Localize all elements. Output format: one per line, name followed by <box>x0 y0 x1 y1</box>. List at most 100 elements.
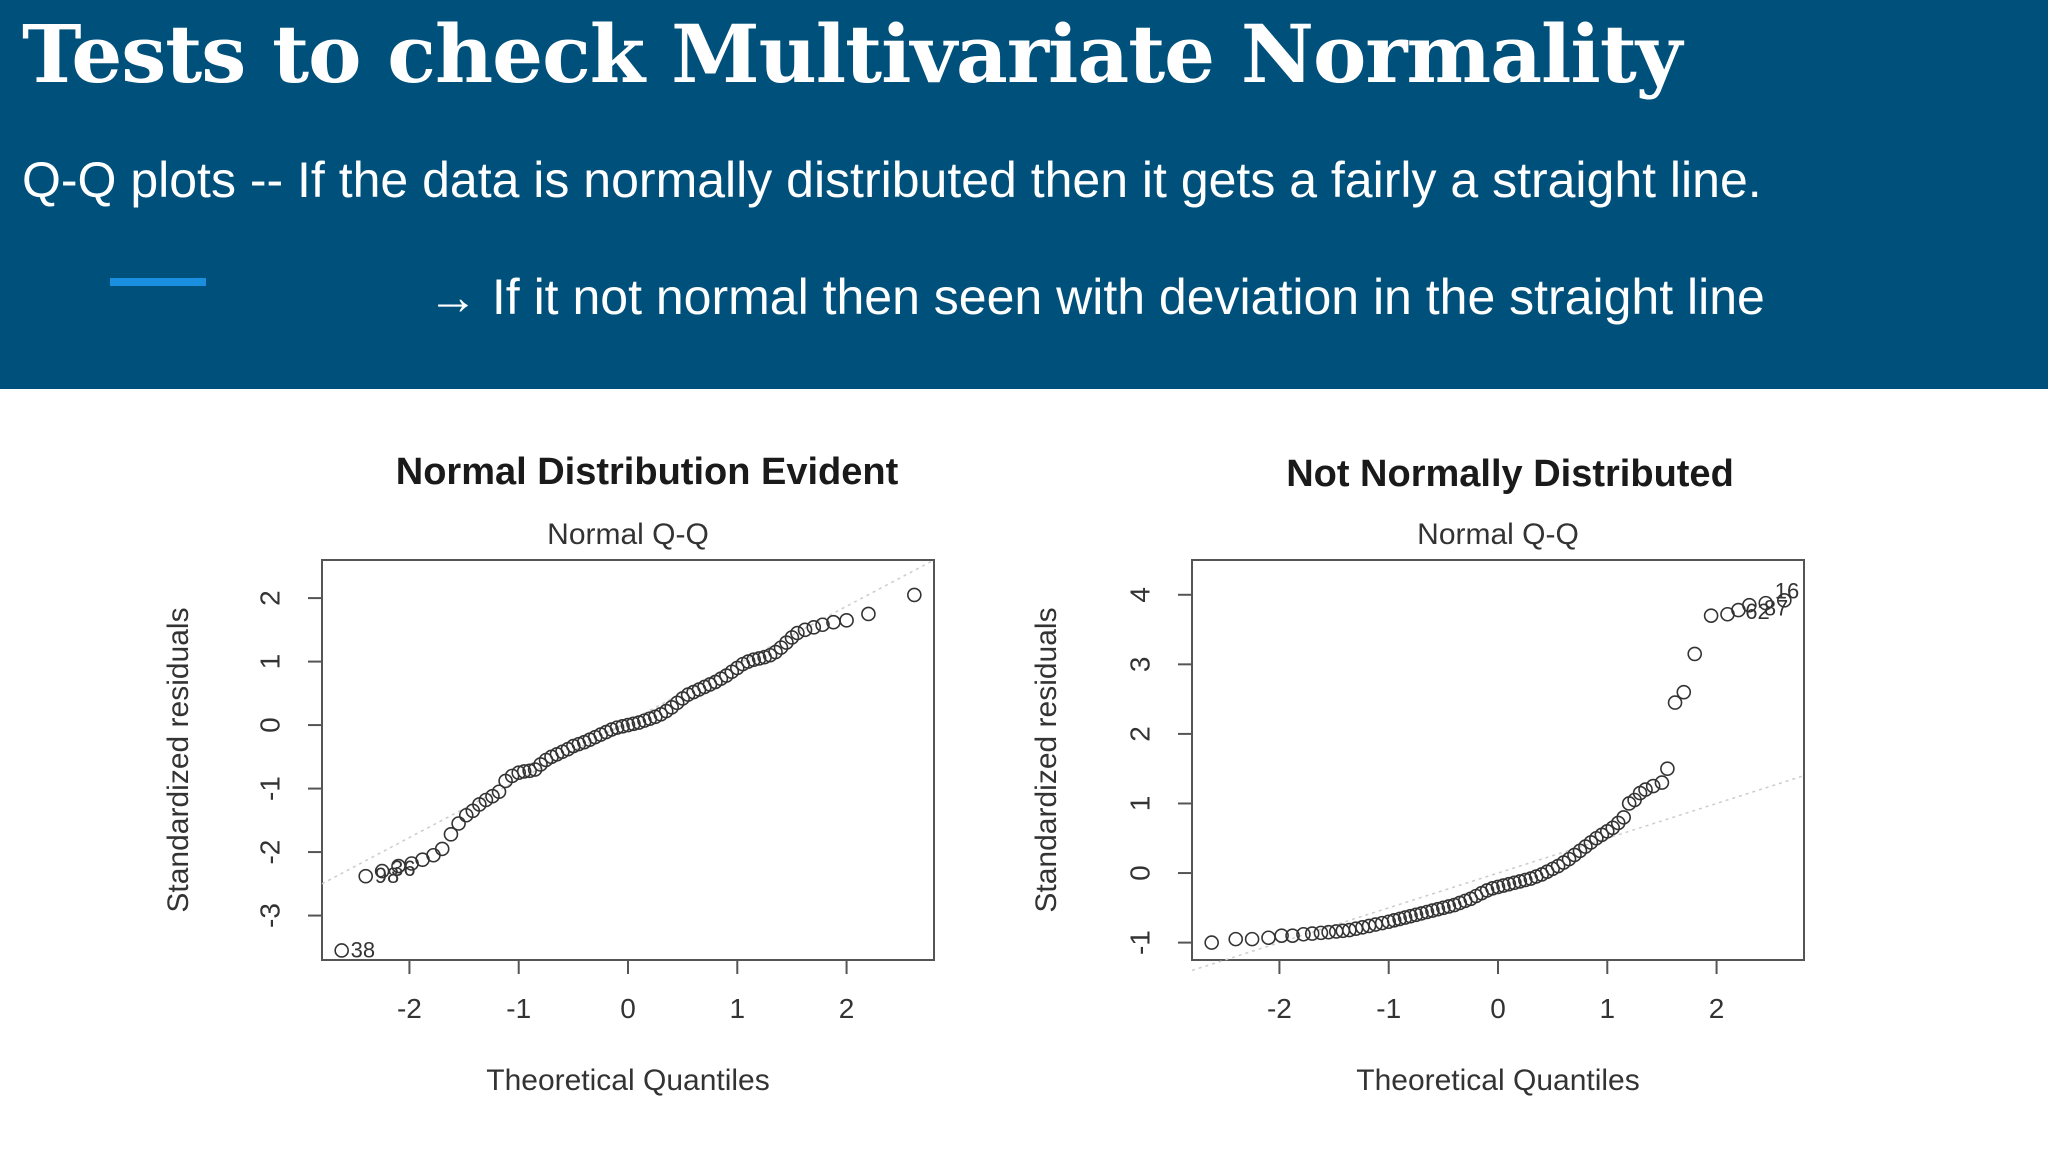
y-tick-label: -3 <box>255 903 286 928</box>
data-point <box>1501 876 1517 892</box>
y-tick-label: 4 <box>1125 587 1156 603</box>
data-point <box>609 720 625 735</box>
data-point <box>1518 872 1533 888</box>
data-point <box>615 719 630 734</box>
data-point <box>1204 935 1219 950</box>
data-point <box>1687 646 1703 662</box>
y-tick-label: 1 <box>255 654 286 670</box>
data-point <box>1408 907 1424 923</box>
reference-line <box>1191 774 1805 972</box>
point-label: 87 <box>1764 596 1788 621</box>
plot-frame <box>321 559 935 961</box>
x-axis-label: Theoretical Quantiles <box>486 1064 769 1097</box>
x-tick-label: -2 <box>1267 993 1292 1024</box>
data-point <box>1321 924 1336 940</box>
data-point <box>797 622 813 638</box>
data-point <box>1274 928 1289 943</box>
data-point <box>1645 778 1661 794</box>
data-point <box>839 613 854 628</box>
x-axis-label: Theoretical Quantiles <box>1356 1064 1639 1097</box>
chart-subtitle: Normal Q-Q <box>1417 518 1579 551</box>
data-point <box>1507 875 1522 891</box>
plot-frame <box>1191 559 1805 961</box>
data-point <box>1605 820 1621 836</box>
data-point <box>806 620 822 635</box>
point-label: 38 <box>351 937 375 962</box>
data-point <box>1228 931 1244 947</box>
data-point <box>511 765 527 780</box>
y-tick-label: 0 <box>255 717 286 733</box>
data-point <box>426 847 441 863</box>
data-point <box>620 717 636 733</box>
data-point <box>1512 874 1528 889</box>
data-point <box>1638 782 1653 797</box>
y-tick-label: 0 <box>1125 865 1156 881</box>
reference-line <box>321 559 935 885</box>
y-tick-label: -1 <box>255 776 286 801</box>
x-tick-label: 1 <box>1599 993 1615 1024</box>
y-tick-label: 2 <box>255 590 286 606</box>
data-point <box>1403 908 1418 924</box>
slide-bullet-qq-plots: Q-Q plots -- If the data is normally dis… <box>22 152 1762 208</box>
data-point <box>1610 815 1626 831</box>
data-point <box>1676 684 1692 700</box>
point-label: 62 <box>1745 599 1769 624</box>
chart-title: Normal Distribution Evident <box>396 451 899 493</box>
data-point <box>1496 878 1511 893</box>
y-tick-label: -1 <box>1125 930 1156 955</box>
data-point <box>1703 608 1719 623</box>
data-point <box>1490 879 1506 895</box>
x-tick-label: 2 <box>839 993 855 1024</box>
x-tick-label: -1 <box>1376 993 1401 1024</box>
y-tick-label: 2 <box>1125 726 1156 742</box>
point-label: 16 <box>1775 578 1799 603</box>
data-point <box>1742 597 1757 613</box>
data-point <box>1660 761 1675 776</box>
y-tick-label: 1 <box>1125 796 1156 812</box>
data-point <box>1386 913 1402 928</box>
data-point <box>434 841 450 857</box>
chart-title: Not Normally Distributed <box>1286 453 1734 495</box>
data-point <box>815 617 830 633</box>
data-point <box>779 635 794 650</box>
y-tick-label: -2 <box>255 840 286 865</box>
x-tick-label: -2 <box>397 993 422 1024</box>
x-tick-label: -1 <box>506 993 531 1024</box>
y-axis-label: Standardized residuals <box>162 607 195 912</box>
data-point <box>861 606 876 622</box>
data-point <box>1296 926 1311 942</box>
qq-plot-not-normal: Not Normally Distributed Normal Q-Q Theo… <box>1030 453 1805 1097</box>
data-point <box>443 826 459 842</box>
data-point <box>1285 928 1300 943</box>
data-point <box>1313 925 1329 941</box>
data-point <box>746 652 761 667</box>
x-tick-label: 0 <box>1490 993 1506 1024</box>
x-tick-label: 0 <box>620 993 636 1024</box>
data-point <box>1414 906 1429 921</box>
data-point <box>522 763 537 779</box>
x-tick-label: 2 <box>1709 993 1725 1024</box>
data-point <box>491 784 507 800</box>
data-point <box>1485 881 1500 896</box>
data-point <box>527 762 543 777</box>
x-tick-label: 1 <box>729 993 745 1024</box>
data-point <box>1654 775 1670 790</box>
data-point <box>1381 914 1397 930</box>
data-point <box>358 868 374 884</box>
data-point <box>1616 810 1631 825</box>
data-point <box>790 625 805 641</box>
data-point <box>1758 595 1774 611</box>
data-point <box>907 587 922 603</box>
data-point <box>1392 911 1407 927</box>
data-point <box>334 943 349 958</box>
data-point <box>1441 899 1457 914</box>
slide-title: Tests to check Multivariate Normality <box>22 7 1682 101</box>
point-label: 98 <box>375 863 399 888</box>
data-point <box>1425 903 1440 918</box>
data-point <box>1667 695 1683 710</box>
point-label: 36 <box>391 856 415 881</box>
y-tick-label: 3 <box>1125 657 1156 673</box>
data-point <box>1436 900 1451 916</box>
data-point <box>1304 926 1320 941</box>
data-point <box>626 716 641 732</box>
